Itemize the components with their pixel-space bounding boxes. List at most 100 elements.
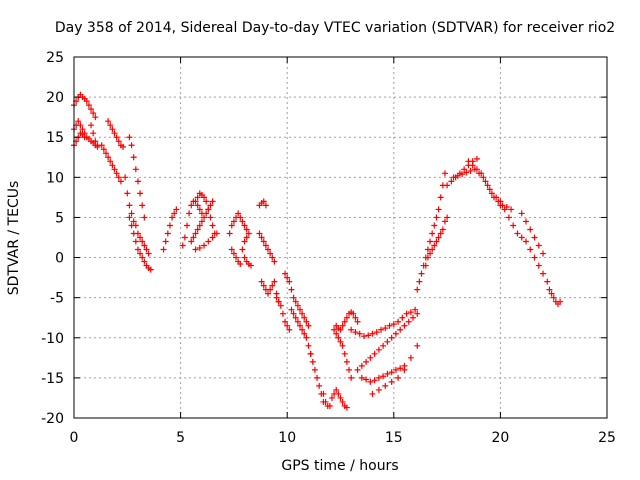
data-point xyxy=(85,102,92,109)
y-tick-label: 20 xyxy=(46,90,64,106)
data-point xyxy=(409,314,416,321)
data-point xyxy=(343,404,350,411)
y-tick-label: -5 xyxy=(50,291,64,307)
data-point xyxy=(115,174,122,181)
data-point xyxy=(335,334,342,341)
series-arc18 xyxy=(256,198,269,209)
series-arc8 xyxy=(126,134,148,221)
data-point xyxy=(407,309,414,316)
data-point xyxy=(414,286,421,293)
data-point xyxy=(164,230,171,237)
data-point xyxy=(117,178,124,185)
y-tick-label: 25 xyxy=(46,50,64,66)
data-point xyxy=(262,202,269,209)
series-arc28 xyxy=(348,306,419,340)
data-point xyxy=(546,286,553,293)
data-point xyxy=(326,402,333,409)
data-point xyxy=(258,278,265,285)
data-point xyxy=(307,350,314,357)
data-point xyxy=(535,242,542,249)
data-point xyxy=(548,290,555,297)
data-point xyxy=(192,246,199,253)
data-point xyxy=(284,322,291,329)
data-point xyxy=(480,174,487,181)
data-point xyxy=(126,214,133,221)
x-tick-label: 0 xyxy=(70,430,79,446)
data-point xyxy=(192,198,199,205)
data-point xyxy=(365,332,372,339)
plot-frame xyxy=(73,56,608,419)
data-point xyxy=(416,278,423,285)
series-arc29 xyxy=(354,310,421,373)
data-point xyxy=(401,366,408,373)
data-point xyxy=(243,234,250,241)
data-point xyxy=(557,298,564,305)
data-point xyxy=(286,326,293,333)
data-point xyxy=(183,222,190,229)
data-point xyxy=(322,398,329,405)
data-point xyxy=(429,246,436,253)
data-point xyxy=(450,174,457,181)
x-tick-label: 15 xyxy=(385,430,403,446)
data-point xyxy=(380,373,387,380)
data-point xyxy=(414,310,421,317)
data-point xyxy=(81,134,88,141)
data-point xyxy=(294,302,301,309)
data-point xyxy=(279,310,286,317)
data-point xyxy=(352,329,359,336)
data-point xyxy=(269,282,276,289)
data-point xyxy=(241,222,248,229)
data-point xyxy=(535,262,542,269)
data-point xyxy=(508,206,515,213)
data-point xyxy=(128,142,135,149)
data-point xyxy=(437,194,444,201)
series-arc16 xyxy=(228,230,252,267)
data-point xyxy=(427,238,434,245)
data-point xyxy=(190,234,197,241)
data-point xyxy=(113,170,120,177)
data-point xyxy=(188,202,195,209)
data-point xyxy=(497,202,504,209)
data-point xyxy=(241,238,248,245)
data-point xyxy=(527,226,534,233)
data-point xyxy=(444,182,451,189)
data-point xyxy=(352,314,359,321)
data-point xyxy=(465,158,472,165)
data-point xyxy=(126,202,133,209)
data-point xyxy=(105,118,112,125)
data-point xyxy=(337,394,344,401)
data-point xyxy=(137,190,144,197)
data-point xyxy=(303,334,310,341)
data-point xyxy=(194,194,201,201)
data-point xyxy=(505,214,512,221)
data-point xyxy=(518,234,525,241)
data-point xyxy=(522,238,529,245)
data-point xyxy=(201,214,208,221)
data-point xyxy=(431,222,438,229)
data-point xyxy=(384,370,391,377)
data-point xyxy=(380,342,387,349)
data-point xyxy=(311,366,318,373)
y-tick-label: -15 xyxy=(41,371,64,387)
data-point xyxy=(461,166,468,173)
data-point xyxy=(205,206,212,213)
data-point xyxy=(441,218,448,225)
data-point xyxy=(392,366,399,373)
data-point xyxy=(134,246,141,253)
data-point xyxy=(390,321,397,328)
series-arc27 xyxy=(333,309,361,333)
data-point xyxy=(339,398,346,405)
data-point xyxy=(354,366,361,373)
data-point xyxy=(92,138,99,145)
data-point xyxy=(203,198,210,205)
data-point xyxy=(375,386,382,393)
data-point xyxy=(531,254,538,261)
data-point xyxy=(205,238,212,245)
x-tick-label: 10 xyxy=(278,430,296,446)
data-point xyxy=(486,186,493,193)
data-point xyxy=(514,230,521,237)
data-point xyxy=(305,322,312,329)
data-point xyxy=(339,322,346,329)
data-point xyxy=(186,210,193,217)
